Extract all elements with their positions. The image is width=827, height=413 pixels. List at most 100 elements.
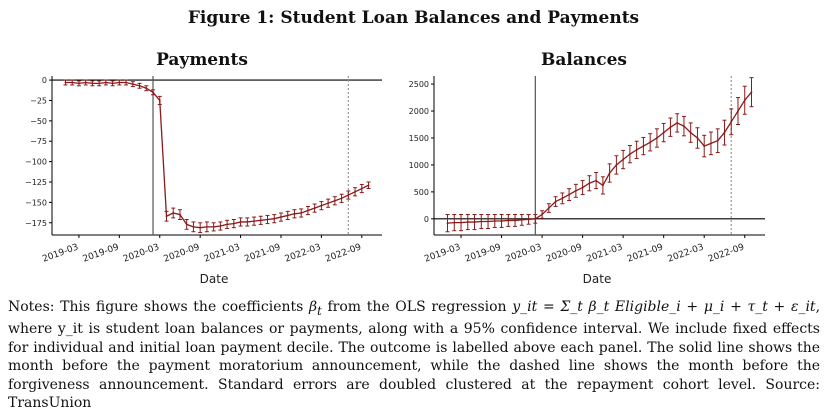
- payments-data-point: [158, 99, 161, 102]
- balances-y-tick-label: 500: [414, 188, 429, 197]
- payments-data-point: [212, 225, 215, 228]
- payments-data-point: [185, 223, 188, 226]
- balances-data-point: [703, 145, 706, 147]
- notes-equation: y_it = Σ_t β_t Eligible_i + μ_i + τ_t + …: [512, 299, 816, 315]
- balances-data-point: [520, 219, 523, 221]
- payments-data-point: [179, 213, 181, 216]
- payments-data-point: [280, 216, 282, 218]
- balances-x-tick-label: 2022-03: [666, 242, 705, 264]
- balances-data-point: [689, 131, 692, 134]
- balances-data-point: [493, 220, 496, 222]
- payments-data-point: [118, 81, 121, 84]
- balances-data-point: [649, 141, 652, 144]
- balances-data-point: [622, 158, 625, 161]
- payments-x-tick-label: 2021-03: [203, 242, 242, 264]
- balances-data-point: [642, 145, 645, 147]
- balances-data-point: [683, 125, 685, 128]
- payments-x-tick-label: 2022-09: [324, 242, 363, 264]
- notes-prefix: Notes: This figure shows the coefficient…: [8, 299, 309, 315]
- balances-data-point: [608, 172, 611, 174]
- payments-data-point: [239, 221, 242, 223]
- balances-data-point: [581, 186, 584, 189]
- payments-data-point: [192, 225, 195, 228]
- balances-data-point: [480, 220, 483, 223]
- balances-data-point: [710, 142, 712, 145]
- balances-data-point: [656, 137, 658, 139]
- payments-data-point: [219, 225, 222, 227]
- notes-beta-sub: t: [317, 303, 322, 318]
- payments-data-point: [273, 217, 276, 220]
- payments-data-point: [71, 81, 74, 84]
- payments-series-line: [65, 81, 369, 229]
- payments-data-point: [64, 81, 67, 84]
- payments-data-point: [320, 204, 323, 207]
- balances-data-point: [628, 153, 631, 156]
- balances-data-point: [507, 219, 510, 222]
- payments-y-tick-label: −50: [30, 117, 47, 126]
- payments-data-point: [199, 226, 202, 229]
- payments-data-point: [293, 212, 296, 215]
- payments-x-tick-label: 2020-09: [162, 242, 201, 264]
- balances-x-tick-label: 2019-03: [423, 242, 462, 264]
- payments-y-tick-label: −125: [25, 178, 47, 187]
- balances-data-point: [696, 137, 699, 139]
- balances-y-tick-label: 0: [424, 215, 429, 224]
- balances-data-point: [514, 219, 516, 222]
- balances-data-point: [487, 220, 489, 223]
- payments-data-point: [327, 202, 330, 205]
- balances-data-point: [730, 120, 733, 123]
- payments-data-point: [165, 215, 168, 218]
- balances-data-point: [737, 110, 739, 112]
- payments-data-point: [307, 209, 309, 212]
- notes-beta: β: [309, 299, 318, 315]
- payments-x-tick-label: 2019-03: [41, 242, 80, 264]
- balances-data-point: [750, 91, 753, 94]
- balances-data-point: [595, 179, 598, 182]
- balances-x-tick-label: 2021-03: [585, 242, 624, 264]
- payments-data-point: [131, 83, 134, 86]
- payments-data-point: [333, 199, 336, 202]
- balances-data-point: [669, 126, 672, 129]
- payments-data-point: [246, 221, 249, 223]
- figure-notes: Notes: This figure shows the coefficient…: [8, 298, 820, 413]
- payments-data-point: [91, 82, 94, 85]
- payments-data-point: [172, 212, 175, 214]
- balances-data-point: [554, 200, 557, 203]
- payments-data-point: [354, 190, 356, 193]
- balances-data-point: [446, 222, 449, 225]
- payments-y-tick-label: 0: [42, 76, 47, 85]
- payments-x-tick-label: 2022-03: [284, 242, 323, 264]
- payments-y-tick-label: −25: [30, 96, 47, 105]
- payments-data-point: [138, 84, 141, 87]
- notes-mid: from the OLS regression: [321, 299, 513, 315]
- payments-x-axis-label: Date: [200, 272, 229, 286]
- balances-y-tick-label: 2500: [409, 80, 429, 89]
- payments-x-tick-label: 2021-09: [243, 242, 282, 264]
- payments-data-point: [226, 223, 229, 226]
- payments-data-point: [145, 87, 148, 90]
- payments-y-tick-label: −75: [30, 137, 47, 146]
- payments-data-point: [286, 214, 289, 217]
- balances-data-point: [743, 99, 746, 102]
- balances-panel-title: Balances: [541, 50, 627, 70]
- payments-data-point: [104, 81, 107, 84]
- balances-data-point: [561, 197, 564, 200]
- payments-x-tick-label: 2019-09: [82, 242, 121, 264]
- balances-data-point: [547, 207, 550, 209]
- balances-data-point: [460, 221, 462, 224]
- payments-data-point: [259, 219, 262, 222]
- balances-y-tick-label: 1000: [409, 161, 429, 170]
- balances-y-tick-label: 2000: [409, 107, 429, 116]
- payments-data-point: [253, 220, 255, 223]
- balances-data-point: [466, 221, 469, 223]
- payments-data-point: [152, 91, 154, 94]
- balances-series-line: [447, 91, 752, 224]
- balances-data-point: [574, 189, 577, 192]
- payments-data-point: [125, 81, 127, 84]
- payments-data-point: [84, 81, 87, 84]
- payments-data-point: [111, 82, 114, 85]
- payments-data-point: [232, 222, 235, 225]
- balances-data-point: [716, 139, 719, 142]
- balances-data-point: [662, 131, 665, 134]
